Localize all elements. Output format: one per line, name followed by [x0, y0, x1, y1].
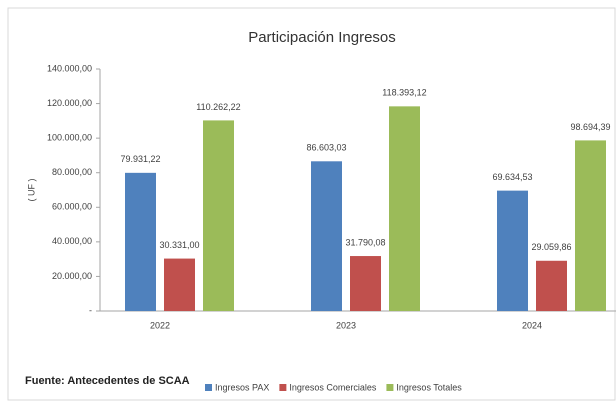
y-tick-label: 140.000,00: [47, 63, 92, 73]
legend-swatch: [205, 384, 212, 391]
value-label: 98.694,39: [570, 122, 610, 132]
x-tick-label: 2023: [336, 320, 356, 330]
value-label: 118.393,12: [382, 88, 426, 98]
bar: [536, 260, 567, 311]
bar: [311, 161, 342, 311]
legend-label: Ingresos PAX: [215, 382, 269, 392]
bar: [497, 190, 528, 311]
y-tick-label: 40.000,00: [52, 236, 92, 246]
y-tick-label: 100.000,00: [47, 133, 92, 143]
source-note: Fuente: Antecedentes de SCAA: [25, 375, 190, 387]
value-label: 79.931,22: [120, 154, 160, 164]
bar: [203, 120, 234, 312]
legend-label: Ingresos Totales: [396, 382, 462, 392]
y-tick-label: 120.000,00: [47, 98, 92, 108]
y-tick-label: -: [89, 305, 92, 315]
chart-title: Participación Ingresos: [248, 29, 396, 46]
bar: [575, 140, 606, 311]
x-tick-label: 2024: [522, 320, 542, 330]
bar: [125, 172, 156, 311]
legend-swatch: [279, 384, 287, 391]
bar: [350, 256, 381, 311]
bar: [164, 258, 195, 311]
y-tick-label: 60.000,00: [52, 202, 92, 212]
y-tick-label: 80.000,00: [52, 167, 92, 177]
x-tick-label: 2022: [150, 320, 170, 330]
value-label: 30.331,00: [159, 240, 199, 250]
y-axis-title: ( UF ): [26, 179, 36, 202]
value-label: 86.603,03: [306, 143, 346, 153]
value-label: 110.262,22: [196, 102, 240, 112]
bar: [389, 106, 420, 312]
y-tick-label: 20.000,00: [52, 271, 92, 281]
value-label: 69.634,53: [492, 172, 532, 182]
legend-swatch: [386, 384, 394, 391]
value-label: 29.059,86: [531, 242, 571, 252]
value-label: 31.790,08: [345, 237, 385, 247]
legend-label: Ingresos Comerciales: [289, 382, 377, 392]
